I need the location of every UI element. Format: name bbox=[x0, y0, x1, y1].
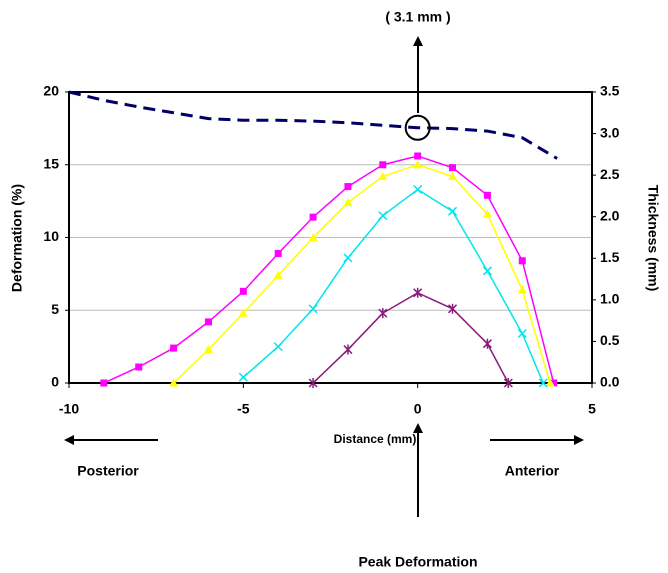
marker bbox=[100, 379, 108, 387]
x-tick-label: -10 bbox=[59, 401, 79, 417]
marker bbox=[343, 253, 353, 263]
marker bbox=[379, 161, 387, 169]
series-line bbox=[312, 291, 509, 384]
y2-tick-label: 2.5 bbox=[600, 166, 620, 182]
marker bbox=[482, 338, 492, 349]
x-axis-label: Distance (mm) bbox=[334, 432, 417, 446]
marker bbox=[545, 378, 555, 387]
marker bbox=[273, 270, 283, 279]
y2-axis-label: Thickness (mm) bbox=[645, 185, 661, 292]
marker bbox=[169, 378, 179, 387]
marker bbox=[517, 328, 527, 339]
annotation: Posterior bbox=[77, 463, 139, 479]
x-tick-label: -5 bbox=[237, 401, 250, 417]
marker bbox=[135, 363, 143, 371]
x-tick-label: 0 bbox=[414, 401, 422, 417]
marker bbox=[449, 164, 457, 172]
y-tick-label: 15 bbox=[43, 155, 59, 171]
marker bbox=[238, 308, 248, 317]
marker bbox=[309, 213, 317, 221]
series-line bbox=[68, 90, 558, 160]
marker bbox=[204, 318, 212, 326]
marker bbox=[448, 303, 458, 314]
marker bbox=[483, 191, 491, 199]
marker bbox=[239, 287, 247, 295]
marker bbox=[413, 287, 423, 298]
annotation: ( 3.1 mm ) bbox=[385, 9, 450, 25]
x-tick-label: 5 bbox=[588, 401, 596, 417]
y-tick-label: 20 bbox=[43, 83, 59, 99]
y-tick-label: 5 bbox=[51, 301, 59, 317]
annotation: Anterior bbox=[505, 463, 560, 479]
marker bbox=[308, 378, 318, 388]
marker bbox=[503, 378, 513, 388]
annotation: Peak Deformation bbox=[358, 554, 477, 570]
y2-tick-label: 3.5 bbox=[600, 83, 620, 99]
marker bbox=[170, 344, 178, 352]
series-line bbox=[173, 163, 551, 384]
y2-tick-label: 0.5 bbox=[600, 332, 620, 348]
marker bbox=[203, 345, 213, 354]
marker bbox=[273, 342, 283, 352]
y2-tick-label: 0.0 bbox=[600, 374, 620, 390]
marker bbox=[238, 372, 248, 382]
marker bbox=[518, 257, 526, 265]
y2-tick-label: 2.0 bbox=[600, 207, 620, 223]
marker bbox=[448, 171, 458, 180]
marker bbox=[414, 152, 422, 160]
marker bbox=[448, 206, 458, 216]
marker bbox=[413, 160, 423, 169]
marker bbox=[274, 250, 282, 258]
marker bbox=[343, 198, 353, 207]
y-tick-label: 10 bbox=[43, 228, 59, 244]
y-axis-label: Deformation (%) bbox=[9, 184, 25, 292]
series-line bbox=[103, 155, 555, 384]
marker bbox=[378, 308, 388, 319]
y2-tick-label: 1.5 bbox=[600, 249, 620, 265]
plot-frame bbox=[68, 91, 593, 384]
marker bbox=[344, 183, 352, 191]
marker bbox=[517, 285, 527, 294]
marker bbox=[482, 209, 492, 218]
marker bbox=[538, 378, 548, 388]
marker bbox=[378, 171, 388, 180]
highlight-circle bbox=[404, 114, 431, 141]
y2-tick-label: 3.0 bbox=[600, 124, 620, 140]
y2-tick-label: 1.0 bbox=[600, 291, 620, 307]
marker bbox=[343, 344, 353, 355]
marker bbox=[308, 304, 318, 314]
marker bbox=[413, 184, 423, 195]
series-line bbox=[242, 188, 544, 384]
y-tick-label: 0 bbox=[51, 374, 59, 390]
marker bbox=[308, 233, 318, 241]
marker bbox=[378, 211, 388, 221]
marker bbox=[482, 266, 492, 276]
marker bbox=[550, 379, 558, 387]
